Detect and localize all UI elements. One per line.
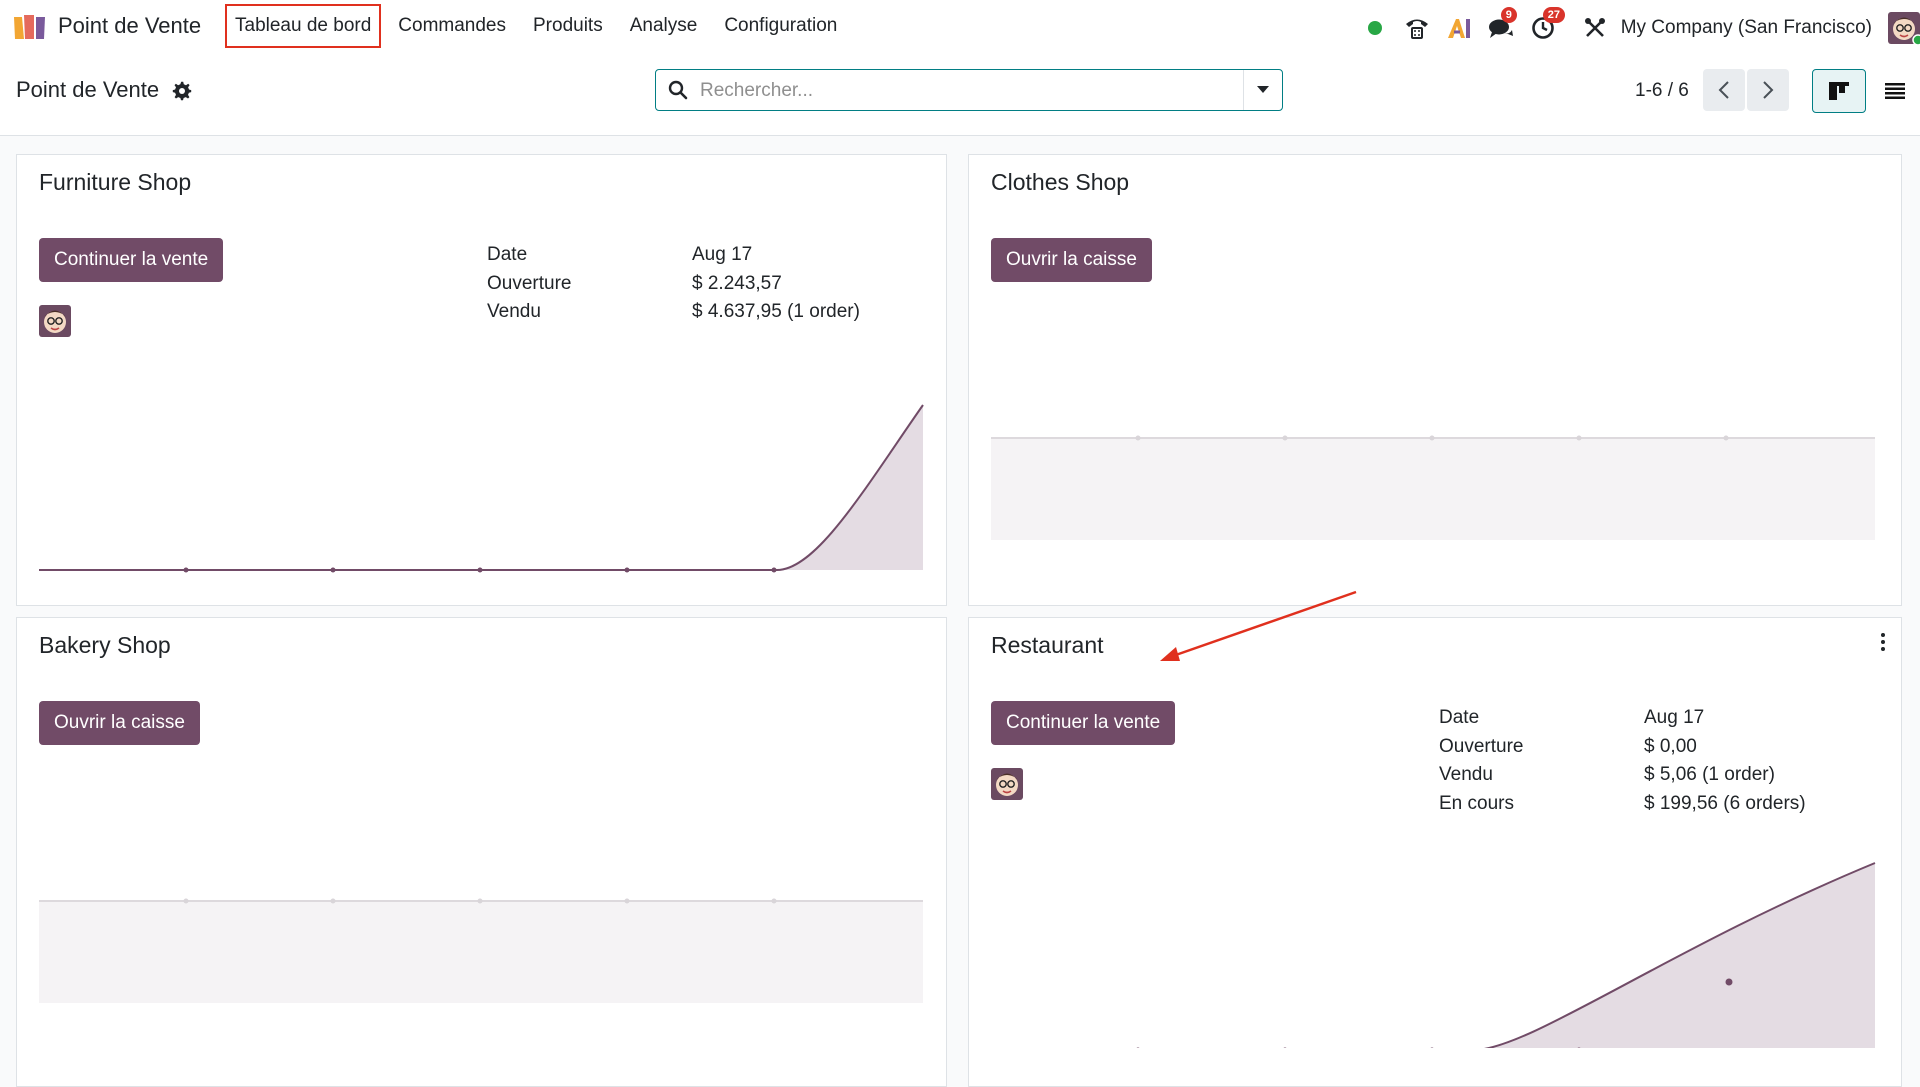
control-panel: Point de Vente 1-6 / 6 [0,55,1920,136]
pager-next-button[interactable] [1747,69,1789,111]
stat-label: Date [487,244,528,265]
stat-label: Ouverture [1439,735,1524,757]
caret-down-icon [1257,86,1269,93]
top-navbar: Point de Vente Tableau de bord Commandes… [0,0,1920,55]
ai-icon[interactable] [1445,14,1473,42]
stat-value: Aug 17 [1644,707,1705,728]
cashier-avatar [39,305,71,337]
search-input[interactable] [698,76,1222,106]
chevron-right-icon [1763,81,1774,99]
stat-value: $ 199,56 (6 orders) [1644,792,1806,814]
stat-label: En cours [1439,792,1514,814]
pos-card-restaurant: Restaurant Continuer la vente Date Aug 17… [968,617,1902,1087]
stat-value: $ 0,00 [1644,735,1697,757]
continue-selling-button[interactable]: Continuer la vente [39,238,224,282]
cashier-avatar [991,768,1023,800]
card-title[interactable]: Restaurant [991,632,1104,658]
kebab-menu-icon[interactable] [1879,632,1887,652]
debug-tools-icon[interactable] [1581,14,1609,42]
card-title[interactable]: Furniture Shop [39,169,192,195]
search-bar [655,69,1283,111]
stat-label: Vendu [1439,764,1493,785]
gear-icon[interactable] [172,81,192,101]
list-view-button[interactable] [1868,69,1920,113]
menu-tableau-de-bord[interactable]: Tableau de bord [225,4,382,48]
open-register-button[interactable]: Ouvrir la caisse [39,701,200,745]
stat-value: $ 2.243,57 [692,272,782,294]
card-title[interactable]: Bakery Shop [39,632,171,658]
chevron-left-icon [1718,81,1729,99]
menu-produits[interactable]: Produits [533,15,603,36]
messages-icon[interactable]: 9 [1487,6,1517,42]
status-online-icon[interactable] [1361,14,1389,42]
stat-value: Aug 17 [692,244,753,265]
continue-selling-button[interactable]: Continuer la vente [991,701,1176,745]
pager-value[interactable]: 1-6 / 6 [1635,80,1689,101]
systray: 9 27 My Company (San Francisco) [1361,0,1920,55]
session-stats: Date Aug 17 Ouverture $ 0,00 Vendu $ 5,06 (… [1439,704,1806,818]
user-avatar[interactable] [1888,11,1920,46]
search-icon [668,80,688,100]
pos-card-bakery-shop: Bakery Shop Ouvrir la caisse [16,617,947,1087]
sales-graph [39,404,924,573]
stat-value: $ 5,06 (1 order) [1644,764,1775,785]
sales-graph [991,435,1875,540]
main-menu: Tableau de bord Commandes Produits Analy… [225,4,851,48]
menu-configuration[interactable]: Configuration [724,15,838,36]
point-of-sale-app-icon[interactable] [12,13,48,41]
activities-count-badge: 27 [1542,6,1565,23]
company-switcher[interactable]: My Company (San Francisco) [1620,16,1872,38]
messages-count-badge: 9 [1500,6,1517,23]
sales-graph [1136,862,1876,1048]
activities-clock-icon[interactable]: 27 [1529,6,1565,42]
list-icon [1885,83,1905,99]
menu-commandes[interactable]: Commandes [398,15,506,36]
page-title: Point de Vente [16,77,160,102]
stat-label: Ouverture [487,272,572,294]
session-stats: Date Aug 17 Ouverture $ 2.243,57 Vendu $ 4.… [487,241,860,327]
stat-label: Date [1439,707,1480,728]
pager-previous-button[interactable] [1703,69,1745,111]
menu-analyse[interactable]: Analyse [629,15,698,36]
phone-icon[interactable] [1403,14,1431,42]
search-options-toggle[interactable] [1243,70,1282,110]
stat-value: $ 4.637,95 (1 order) [692,301,860,322]
pos-card-clothes-shop: Clothes Shop Ouvrir la caisse [968,154,1902,606]
card-title[interactable]: Clothes Shop [991,169,1130,195]
stat-label: Vendu [487,301,541,322]
app-brand[interactable]: Point de Vente [58,13,202,38]
open-register-button[interactable]: Ouvrir la caisse [991,238,1152,282]
pos-card-furniture-shop: Furniture Shop Continuer la vente Date Au… [16,154,947,606]
kanban-view-button[interactable] [1812,69,1866,113]
kanban-icon [1829,82,1849,100]
sales-graph [39,898,923,1003]
